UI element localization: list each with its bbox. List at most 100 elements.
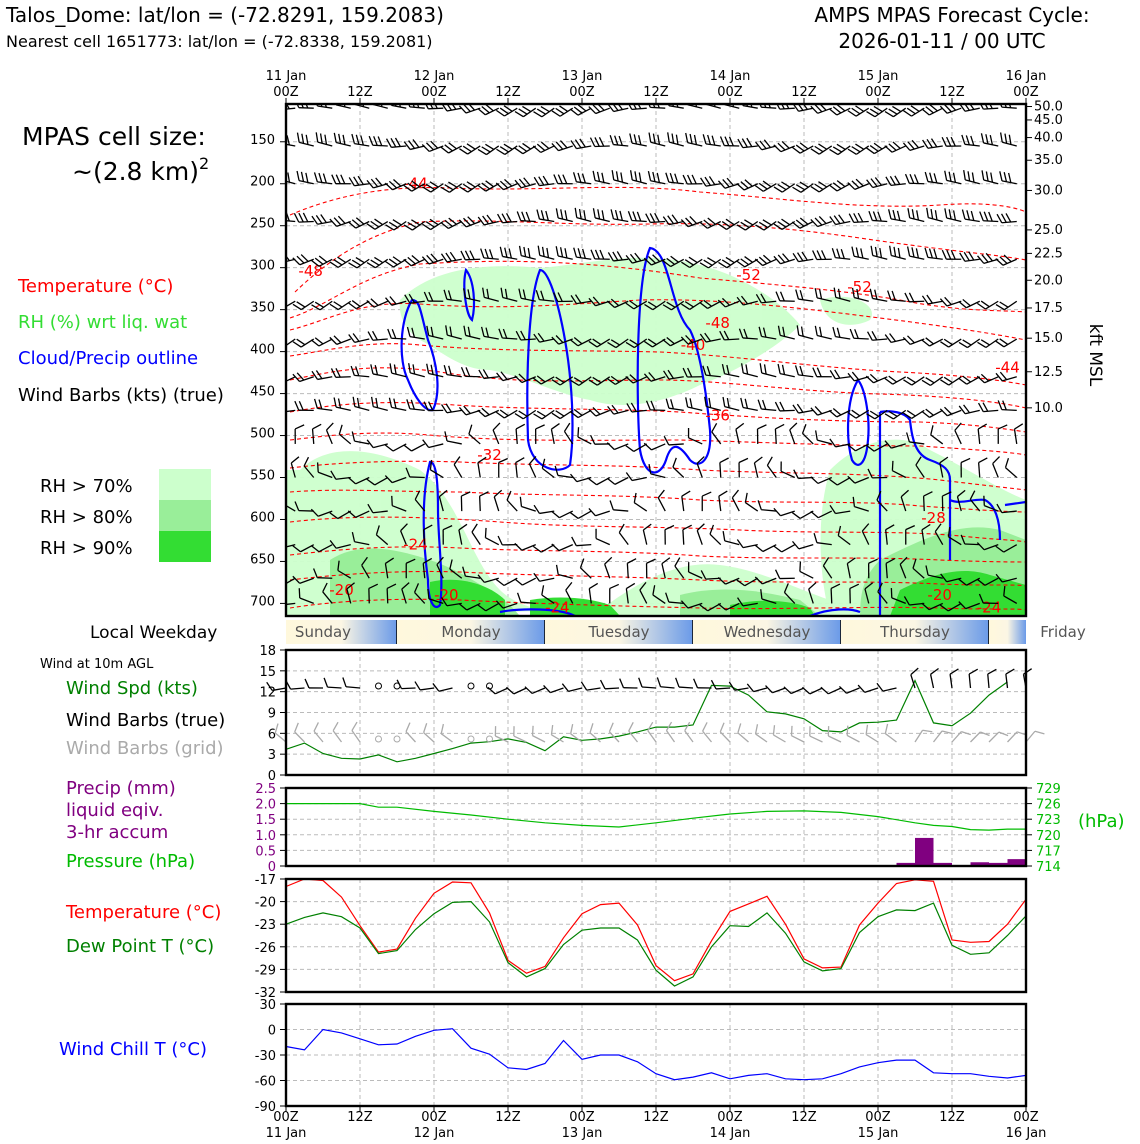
wind-barb-staff [595,146,610,147]
bottom-tick-hour: 12Z [939,1110,965,1125]
wind-barb-staff [854,338,869,339]
legend-rh90: RH > 90% [40,538,133,559]
pressure-ytick-label: 726 [1036,798,1061,813]
weekday-name: Friday [1040,623,1086,641]
top-tick-hour: 12Z [495,85,521,100]
bottom-tick-hour: 00Z [273,1110,299,1125]
panel-ytick-label: 6 [268,727,276,742]
kft-tick-label: 15.0 [1034,331,1063,346]
panel-ytick-label: 1.0 [255,829,276,844]
isotherm-label: -24 [977,599,1002,617]
legend-dewpoint: Dew Point T (°C) [66,936,214,957]
wind-barb-staff [775,429,776,444]
bottom-tick-hour: 00Z [569,1110,595,1125]
weekday-name: Thursday [879,623,950,641]
kft-tick-label: 17.5 [1034,301,1063,316]
panel-ytick-label: 1.5 [255,813,276,828]
wind-barb-staff [724,339,739,340]
legend-wind-speed: Wind Spd (kts) [66,678,198,699]
kft-tick-label: 45.0 [1034,113,1063,128]
bottom-tick-hour: 12Z [347,1110,373,1125]
wind-barb-staff [336,377,351,378]
pressure-tick-label: 400 [250,343,275,358]
cross-section: -44-48-52-52-48-44-40-36-32-28-24-20-20-… [250,69,1105,617]
wind-barb-staff [720,463,721,478]
pressure-tick-label: 200 [250,175,275,190]
legend-rh80: RH > 80% [40,507,133,528]
legend-precip: Precip (mm) [66,778,176,799]
wind-barb-staff [317,578,332,579]
top-tick-hour: 00Z [421,85,447,100]
top-tick-hour: 12Z [347,85,373,100]
weekday-band [989,620,1026,644]
panel-ytick-label: -17 [255,873,276,888]
wind-barb-staff [650,107,665,108]
panel-ytick-label: 30 [259,998,276,1013]
top-tick-date: 12 Jan [414,69,455,84]
wind-barb-flag [276,211,281,220]
weekday-name: Sunday [295,623,351,641]
panel-ytick-label: -20 [255,896,276,911]
wind-barb-flag [274,375,281,385]
legend-cloud: Cloud/Precip outline [18,348,198,369]
top-tick-date: 14 Jan [710,69,751,84]
wind-barb-flag [280,100,285,109]
kft-tick-label: 12.5 [1034,365,1063,380]
pressure-ytick-label: 729 [1036,782,1061,797]
wind-barb-staff [299,108,314,109]
wind-barb-flag [274,578,282,588]
kft-tick-label: 30.0 [1034,183,1063,198]
pressure-ytick-label: 720 [1036,829,1061,844]
wind-barb-flag [275,403,280,412]
sfc-barb-grid-flag [1035,728,1044,737]
top-tick-date: 15 Jan [858,69,899,84]
sfc-barb-grid-staff [1026,731,1035,742]
weekday-name: Tuesday [587,623,649,641]
pressure-tick-label: 650 [250,552,275,567]
pressure-ytick-label: 723 [1036,813,1061,828]
kft-tick-label: 22.5 [1034,246,1063,261]
wind-barb-flag [280,403,285,412]
cell-size-line1: MPAS cell size: [22,122,206,151]
rh90-swatch [159,531,211,562]
pressure-tick-label: 250 [250,217,275,232]
bottom-tick-hour: 00Z [421,1110,447,1125]
kft-axis: 50.045.040.035.030.025.022.520.017.515.0… [1026,100,1063,416]
sfc-barb-grid-staff [275,733,286,742]
wind-barb-staff [373,145,388,146]
legend-rh: RH (%) wrt liq. wat [18,312,187,333]
legend-temperature: Temperature (°C) [17,276,173,297]
legend-temperature-2: Temperature (°C) [65,902,221,923]
pressure-tick-label: 300 [250,259,275,274]
wind-barb-flag [279,253,285,263]
wind-barb-flag [275,101,280,110]
wind-barb-staff [521,221,536,222]
bottom-tick-hour: 00Z [865,1110,891,1125]
bottom-tick-hour: 00Z [717,1110,743,1125]
top-tick-date: 13 Jan [562,69,603,84]
panel-ytick-label: 3 [268,748,276,763]
wind-barb-flag [275,254,281,264]
panel-ytick-label: -29 [255,963,276,978]
wind-barb-staff [299,222,314,223]
isotherm-label: -20 [927,586,952,604]
legend-wind-barbs-grid: Wind Barbs (grid) [66,738,224,759]
pressure-tick-label: 550 [250,469,275,484]
pressure-tick-label: 500 [250,427,275,442]
top-tick-date: 16 Jan [1006,69,1047,84]
wind-barb-flag [275,340,283,350]
bottom-tick-date: 11 Jan [266,1126,307,1140]
pressure-tick-label: 450 [250,385,275,400]
panel-ytick-label: 12 [259,686,276,701]
pressure-tick-label: 600 [250,510,275,525]
wind-barb-staff [387,588,388,603]
isotherm-label: -52 [847,278,872,296]
legend-windchill: Wind Chill T (°C) [59,1039,207,1060]
legend-wind: Wind Barbs (kts) (true) [18,385,224,406]
